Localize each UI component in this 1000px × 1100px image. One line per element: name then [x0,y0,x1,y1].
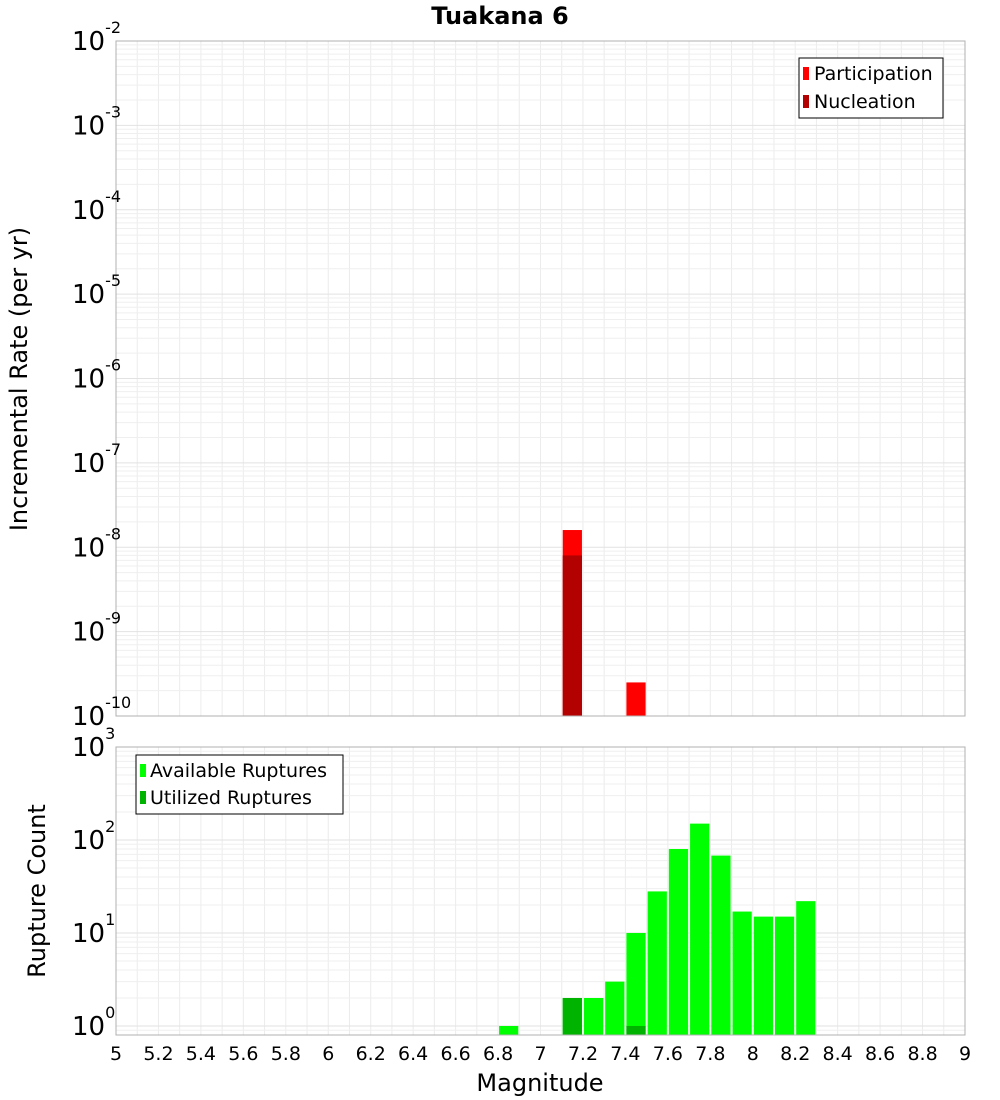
x-tick-label: 6.4 [398,1043,428,1065]
count-bar-available-ruptures [732,911,752,1035]
x-tick-label: 7.6 [653,1043,683,1065]
x-tick-label: 6.6 [440,1043,470,1065]
count-bar-available-ruptures [499,1025,519,1035]
count-bar-available-ruptures [774,916,795,1035]
rate-gridlines [115,41,966,717]
rate-y-axis-label: Incremental Rate (per yr) [5,227,33,531]
rate-legend-box [798,57,944,119]
legend-label-participation: Participation [814,63,933,85]
x-tick-label: 6.2 [356,1043,386,1065]
x-tick-label: 8.6 [865,1043,895,1065]
x-tick-label: 7.2 [568,1043,598,1065]
count-bar-available-ruptures [753,916,773,1035]
x-tick-label: 5.2 [143,1043,173,1065]
count-bars [499,823,816,1035]
x-tick-label: 6.8 [483,1043,513,1065]
legend-label-nucleation: Nucleation [814,91,916,113]
x-tick-label: 8.8 [907,1043,937,1065]
count-bar-available-ruptures [583,997,604,1035]
count-legend-box [135,754,344,815]
rate-y-tick-label: 10-10 [72,693,131,732]
count-bar-available-ruptures [796,901,816,1035]
count-bar-utilized-ruptures [562,997,582,1035]
rate-legend: Participation Nucleation [798,57,944,119]
legend-swatch-utilized [140,791,146,804]
count-bar-available-ruptures [605,981,625,1035]
x-tick-label: 5.4 [186,1043,216,1065]
count-y-axis-label: Rupture Count [23,804,51,978]
x-tick-label: 8 [747,1043,759,1065]
rate-y-tick-label: 10-8 [72,524,121,563]
count-bar-available-ruptures [711,855,731,1035]
rate-y-tick-label: 10-4 [72,187,121,226]
rate-y-tick-label: 10-9 [72,609,121,648]
rate-bar-participation [626,682,646,716]
legend-swatch-nucleation [803,95,809,108]
x-tick-label: 7 [534,1043,546,1065]
count-plot-border [115,746,966,1036]
x-tick-label: 5.8 [271,1043,301,1065]
x-tick-labels: 5 5.2 5.4 5.6 5.8 6 6.2 6.4 6.6 6.8 7 7.2 7.4 7.6 7.8 8… [110,1043,971,1065]
rate-y-ticks: 10-10 10-9 10-8 10-7 10-6 10-5 10-4 10-3 10-2 [72,18,131,732]
legend-label-utilized: Utilized Ruptures [150,787,312,809]
x-tick-label: 5 [110,1043,122,1065]
rate-y-tick-label: 10-3 [72,102,121,141]
chart-title: Tuakana 6 [431,2,569,30]
count-legend: Available Ruptures Utilized Ruptures [135,754,344,815]
legend-swatch-participation [803,67,809,80]
legend-swatch-available [140,764,146,777]
count-y-tick-label: 100 [72,1003,115,1042]
x-tick-label: 8.4 [823,1043,853,1065]
count-bar-utilized-ruptures [626,1025,646,1035]
rate-y-tick-label: 10-2 [72,18,121,57]
x-tick-label: 5.6 [228,1043,258,1065]
legend-label-available: Available Ruptures [150,760,327,782]
x-tick-label: 9 [959,1043,971,1065]
rate-bar-nucleation [562,555,582,716]
x-axis-label: Magnitude [476,1069,603,1097]
count-y-tick-label: 101 [72,910,115,949]
count-y-ticks: 100 101 102 103 [72,724,115,1042]
x-tick-label: 7.4 [610,1043,640,1065]
count-y-tick-label: 103 [72,724,115,763]
count-bar-available-ruptures [647,891,667,1035]
count-bar-available-ruptures [690,823,710,1035]
rate-y-tick-label: 10-5 [72,271,121,310]
x-tick-label: 7.8 [695,1043,725,1065]
x-tick-label: 8.2 [780,1043,810,1065]
count-y-tick-label: 102 [72,817,115,856]
rate-y-tick-label: 10-7 [72,440,121,479]
rupture-count-panel: 100 101 102 103 Rupture Count 5 5.2 5.4 5.6 5.8… [23,724,971,1097]
count-bar-available-ruptures [626,932,646,1035]
rate-bars [562,530,646,716]
rate-plot-border [115,40,966,717]
rate-panel: 10-10 10-9 10-8 10-7 10-6 10-5 10-4 10-3 10-2 In… [5,18,966,732]
x-tick-label: 6 [322,1043,334,1065]
count-bar-available-ruptures [668,849,689,1035]
rate-y-tick-label: 10-6 [72,356,121,395]
